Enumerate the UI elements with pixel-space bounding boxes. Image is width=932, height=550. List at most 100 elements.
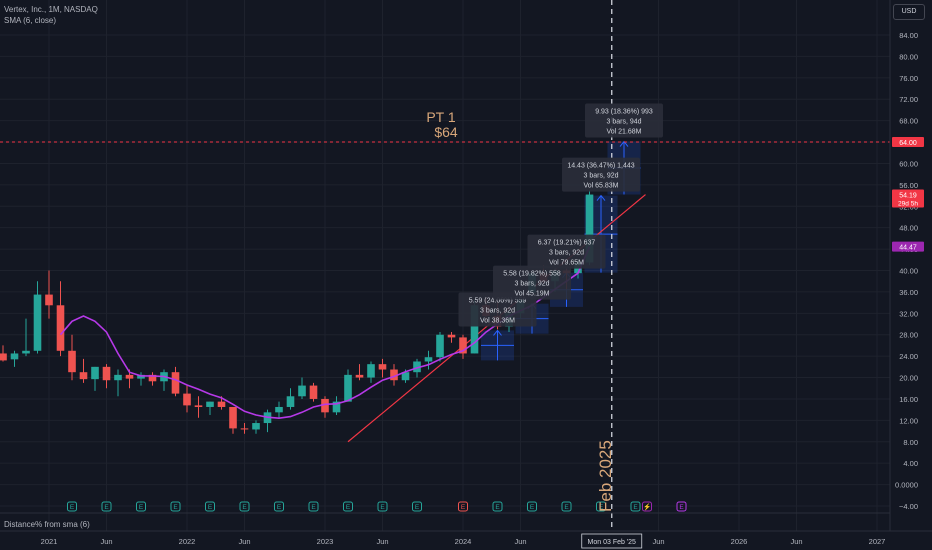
earnings-marker-label: E	[70, 504, 75, 511]
candle-body	[206, 401, 214, 407]
measure-arrow-head	[596, 194, 606, 201]
y-tick-label: 4.00	[903, 459, 918, 468]
candle-body	[79, 372, 88, 380]
candle-body	[309, 385, 318, 399]
candle-body	[332, 401, 341, 413]
candle-body	[229, 406, 237, 429]
chart-legend: Vertex, Inc., 1M, NASDAQ SMA (6, close)	[4, 4, 98, 26]
y-tick-label: 60.00	[899, 159, 918, 168]
candle-body	[68, 350, 76, 373]
candle-body	[240, 428, 249, 430]
pt-value: $64	[434, 124, 458, 140]
measure-label-text: 5.59 (24.06%) 559	[469, 297, 527, 304]
price-tag	[892, 137, 924, 148]
y-tick-label: 80.00	[899, 52, 918, 61]
candle-body	[91, 366, 99, 380]
y-tick-label: 0.0000	[895, 481, 918, 490]
measure-label-text: 6.37 (19.21%) 637	[538, 240, 596, 247]
measure-arrow-head	[619, 140, 629, 147]
x-tick-label: 2023	[317, 537, 334, 546]
measure-label-text: 3 bars, 92d	[514, 281, 549, 288]
time-axis[interactable]: 2021 Jun 2022 Jun 2023 Jun 2024 Jun Jun 2026 Jun 20…	[41, 537, 886, 546]
y-tick-label: 72.00	[899, 95, 918, 104]
earnings-marker	[458, 501, 468, 512]
earnings-marker	[642, 501, 652, 512]
candle-body	[401, 372, 410, 381]
earnings-marker	[136, 501, 146, 512]
price-tag-text: 64.00	[899, 140, 917, 147]
y-tick-label: 20.00	[899, 374, 918, 383]
earnings-marker	[205, 501, 215, 512]
candle-body	[22, 350, 30, 354]
y-tick-label: 48.00	[899, 224, 918, 233]
measure-label-text: Vol 45.19M	[514, 291, 549, 298]
earnings-marker-label: E	[461, 504, 466, 511]
measure-labels: 5.59 (24.06%) 559 3 bars, 92d Vol 38.36M 5.…	[458, 103, 663, 327]
earnings-marker-label: E	[380, 504, 385, 511]
x-tick-label: 2022	[179, 537, 196, 546]
currency-button[interactable]: USD	[893, 4, 925, 20]
x-tick-label: 2026	[731, 537, 748, 546]
candle-body	[321, 398, 329, 413]
y-tick-label: 68.00	[899, 117, 918, 126]
measure-label-text: 3 bars, 92d	[583, 173, 618, 180]
candle-body	[286, 396, 295, 407]
y-tick-label: 16.00	[899, 395, 918, 404]
candle-body	[183, 393, 191, 406]
candle-body	[194, 405, 203, 407]
earnings-marker-label: E	[415, 504, 420, 511]
earnings-marker	[630, 501, 641, 512]
candle-body	[344, 374, 352, 402]
candle-body	[102, 366, 111, 381]
candle-body	[436, 334, 444, 358]
indicator-pane-label[interactable]: Distance% from sma (6)	[4, 520, 90, 529]
measure-label-box	[585, 103, 663, 138]
earnings-marker-label: ⚡	[643, 503, 651, 511]
event-markers[interactable]: E E E E E E E E E E E E E E E E E ⚡ E	[67, 501, 687, 512]
candle-body	[275, 406, 283, 413]
candle-body	[390, 369, 398, 381]
y-tick-label: −4.00	[899, 502, 918, 511]
measure-label-text: 14.43 (36.47%) 1,443	[567, 163, 634, 170]
candle-body	[148, 374, 157, 382]
candle-body	[0, 353, 7, 361]
y-tick-label: 40.00	[899, 267, 918, 276]
earnings-marker-label: E	[679, 504, 684, 511]
measure-label-text: Vol 79.65M	[549, 260, 584, 267]
y-tick-label: 84.00	[899, 31, 918, 40]
x-tick-label: Jun	[652, 537, 664, 546]
candle-body	[137, 374, 145, 379]
x-tick-label: 2024	[455, 537, 472, 546]
earnings-marker-label: E	[242, 504, 247, 511]
earnings-marker	[101, 501, 112, 512]
measure-label-text: 3 bars, 94d	[606, 119, 641, 126]
measure-label-box	[458, 292, 537, 327]
price-tag-countdown: 29d 5h	[898, 201, 918, 208]
candle-body	[298, 385, 306, 397]
x-tick-label: 2027	[869, 537, 886, 546]
measure-label-text: 9.93 (18.36%) 993	[595, 109, 653, 116]
y-tick-label: 8.00	[903, 438, 918, 447]
candle-body	[367, 364, 375, 378]
symbol-line[interactable]: Vertex, Inc., 1M, NASDAQ	[4, 5, 98, 14]
earnings-marker	[676, 501, 687, 512]
candle-body	[355, 374, 364, 378]
earnings-marker-label: E	[208, 504, 213, 511]
measure-label-box	[562, 157, 640, 192]
measure-label-text: Vol 21.68M	[606, 129, 641, 136]
x-tick-label: Jun	[376, 537, 388, 546]
measure-arrow-head	[493, 329, 502, 336]
earnings-marker-label: E	[633, 504, 638, 511]
candle-body	[585, 194, 594, 263]
earnings-marker-label: E	[564, 504, 569, 511]
measure-label-text: 3 bars, 92d	[549, 250, 584, 257]
indicator-line[interactable]: SMA (6, close)	[4, 16, 57, 25]
x-tick-label: Jun	[790, 537, 802, 546]
candle-body	[125, 374, 134, 379]
x-tick-label: Jun	[514, 537, 526, 546]
y-tick-label: 36.00	[899, 288, 918, 297]
measure-label-box	[527, 234, 606, 269]
measure-label-text: Vol 65.83M	[583, 183, 618, 190]
